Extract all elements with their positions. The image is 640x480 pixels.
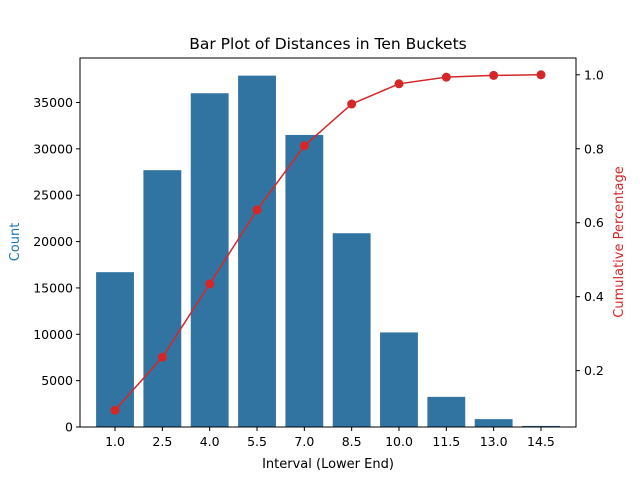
cumulative-point-8.5 (347, 99, 357, 109)
bar-14.5 (522, 425, 560, 427)
cumulative-line (114, 74, 541, 411)
cumulative-point-4.0 (205, 279, 215, 289)
bar-10.0 (380, 332, 418, 427)
x-axis: 1.0 2.5 4.0 5.5 7.0 8.5 10.0 11.5 13.0 14.5 (105, 427, 555, 449)
x-tick-label: 13.0 (480, 434, 508, 449)
x-tick-label: 7.0 (294, 434, 314, 449)
y-tick-label: 5000 (41, 373, 73, 388)
bars-layer (96, 75, 560, 428)
x-tick-label: 8.5 (342, 434, 362, 449)
y2-tick-label: 0.4 (584, 289, 604, 304)
x-tick-label: 2.5 (152, 434, 172, 449)
y2-tick-label: 0.6 (584, 215, 604, 230)
y-axis-title: Count (8, 223, 23, 262)
cumulative-point-11.5 (441, 72, 451, 82)
cumulative-point-2.5 (157, 352, 167, 362)
x-tick-label: 5.5 (247, 434, 267, 449)
x-tick-label: 10.0 (385, 434, 413, 449)
x-tick-label: 1.0 (105, 434, 125, 449)
cumulative-point-14.5 (536, 70, 546, 80)
cumulative-point-1.0 (110, 405, 120, 415)
bar-11.5 (427, 396, 466, 427)
x-tick-label: 14.5 (527, 434, 555, 449)
y-tick-label: 30000 (33, 141, 73, 156)
x-axis-title: Interval (Lower End) (262, 457, 394, 472)
cumulative-point-13.0 (489, 70, 499, 80)
y-tick-label: 10000 (33, 327, 73, 342)
y2-tick-label: 1.0 (584, 67, 604, 82)
y2-axis-title: Cumulative Percentage (612, 166, 627, 317)
y2-tick-label: 0.8 (584, 141, 604, 156)
chart-title: Bar Plot of Distances in Ten Buckets (189, 35, 467, 53)
y-tick-label: 20000 (33, 234, 73, 249)
plot-frame (79, 57, 577, 428)
y-tick-label: 35000 (33, 95, 73, 110)
y-tick-label: 25000 (33, 188, 73, 203)
cumulative-line-layer (110, 70, 546, 415)
bar-2.5 (143, 170, 182, 427)
y-tick-label: 15000 (33, 280, 73, 295)
bar-4.0 (190, 93, 229, 427)
x-tick-label: 4.0 (200, 434, 220, 449)
bar-13.0 (474, 419, 513, 427)
y2-tick-label: 0.2 (584, 363, 604, 378)
right-y-axis: 0.2 0.4 0.6 0.8 1.0 (576, 67, 604, 378)
bar-7.0 (285, 134, 324, 427)
cumulative-point-5.5 (252, 205, 262, 215)
x-tick-label: 11.5 (432, 434, 460, 449)
bar-5.5 (238, 75, 276, 428)
bar-8.5 (332, 233, 371, 427)
cumulative-point-7.0 (299, 141, 309, 151)
y-tick-label: 0 (65, 420, 73, 435)
bar-1.0 (96, 272, 134, 427)
cumulative-point-10.0 (394, 79, 404, 89)
left-y-axis: 0 5000 10000 15000 20000 25000 30000 35000 (33, 95, 80, 435)
